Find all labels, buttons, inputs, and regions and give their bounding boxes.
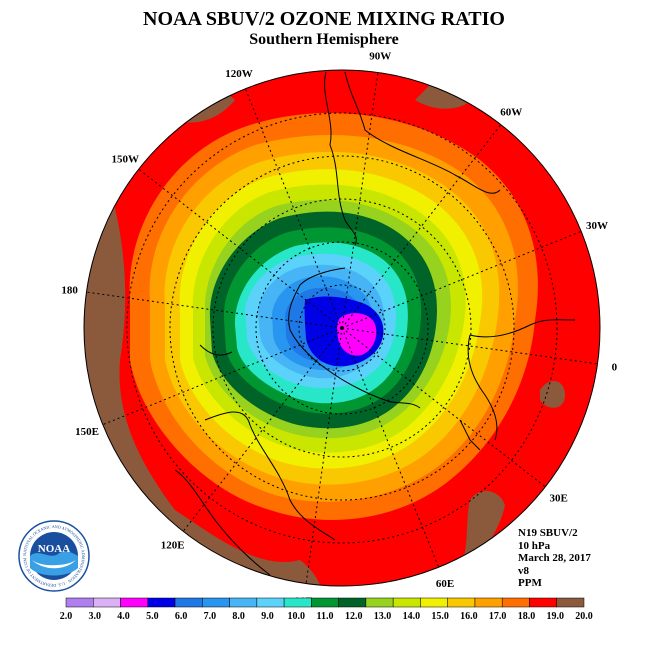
longitude-label: 90W: [369, 51, 391, 63]
colorbar-tick-label: 18.0: [518, 611, 536, 622]
ozone-band-4: [337, 313, 377, 356]
colorbar-tick-label: 17.0: [489, 611, 507, 622]
colorbar-tick-label: 4.0: [117, 611, 130, 622]
colorbar-swatch: [256, 597, 285, 608]
latitude-circles: [126, 112, 558, 544]
date-label: March 28, 2017: [518, 552, 591, 564]
colorbar-swatch: [420, 597, 448, 608]
colorbar-tick-label: 8.0: [232, 611, 245, 622]
noaa-logo: NOAA NATIONAL OCEANIC AND ATMOSPHERIC AD…: [18, 520, 90, 592]
ozone-region-20-southeast: [460, 490, 505, 570]
colorbar-tick-label: 9.0: [261, 611, 274, 622]
colorbar-swatch: [283, 597, 312, 608]
colorbar-swatch: [93, 597, 121, 608]
colorbar-swatch: [365, 597, 394, 608]
colorbar-tick-label: 20.0: [575, 611, 593, 622]
map-boundary: [83, 69, 601, 587]
longitude-label: 60W: [500, 106, 522, 118]
colorbar-tick-label: 19.0: [546, 611, 564, 622]
page-title: NOAA SBUV/2 OZONE MIXING RATIO: [143, 8, 505, 30]
units-label: PPM: [518, 577, 542, 589]
meridian-line: [102, 327, 343, 426]
coastlines: [174, 71, 576, 576]
colorbar-tick-label: 6.0: [175, 611, 188, 622]
colorbar-swatch: [474, 597, 503, 608]
version-label: v8: [518, 564, 529, 577]
longitude-label: 180: [61, 285, 78, 297]
colorbar-swatch: [392, 597, 421, 608]
meridian-line: [182, 327, 343, 532]
colorbar-swatch: [311, 597, 339, 608]
meridian-line: [341, 230, 582, 329]
colorbar-tick-label: 7.0: [204, 611, 217, 622]
colorbar-swatch: [447, 597, 476, 608]
colorbar-tick-label: 12.0: [345, 611, 363, 622]
longitude-labels: 90W60W30W030E60E90E120E150E180150W120W: [61, 51, 617, 608]
pressure-label: 10 hPa: [518, 539, 551, 552]
colorbar-tick-label: 10.0: [287, 611, 305, 622]
noaa-logo-text: NOAA: [38, 543, 70, 555]
longitude-label: 150W: [112, 154, 140, 166]
colorbar-swatch: [501, 597, 530, 608]
colorbar-tick-label: 14.0: [403, 611, 421, 622]
meridian-line: [138, 168, 343, 329]
colorbar-tick-label: 13.0: [374, 611, 392, 622]
colorbar: 2.0 3.0 4.0 5.0 6.0 7.0 8.0 9.0 10.0 11.0 12.0 13.0…: [60, 597, 593, 622]
longitude-label: 150E: [75, 426, 99, 438]
colorbar-tick-label: 16.0: [460, 611, 478, 622]
colorbar-swatch: [338, 597, 367, 608]
colorbar-tick-label: 15.0: [431, 611, 449, 622]
longitude-label: 120E: [161, 540, 185, 552]
longitude-label: 60E: [436, 578, 454, 590]
meridian-line: [341, 327, 546, 488]
page-subtitle: Southern Hemisphere: [249, 31, 399, 48]
meridian-line: [86, 291, 343, 329]
colorbar-swatch: [120, 597, 149, 608]
colorbar-swatch: [529, 597, 557, 608]
ozone-map-disc: [84, 70, 600, 586]
meridian-line: [341, 124, 502, 329]
colorbar-swatch: [174, 597, 203, 608]
meridian-line: [341, 327, 440, 568]
colorbar-tick-label: 5.0: [146, 611, 159, 622]
colorbar-swatch: [147, 597, 176, 608]
meridian-line: [244, 88, 343, 329]
longitude-label: 30E: [550, 492, 568, 504]
longitude-label: 0: [612, 361, 618, 373]
satellite-label: N19 SBUV/2: [518, 527, 578, 539]
meridian-lines: [86, 72, 598, 584]
colorbar-tick-label: 3.0: [89, 611, 102, 622]
longitude-label: 120W: [225, 68, 253, 80]
ozone-region-20-east: [540, 380, 565, 408]
colorbar-tick-label: 2.0: [60, 611, 73, 622]
colorbar-swatch: [65, 597, 94, 608]
colorbar-swatch: [202, 597, 230, 608]
colorbar-swatch: [229, 597, 258, 608]
colorbar-swatch: [556, 597, 585, 608]
colorbar-tick-label: 11.0: [317, 611, 334, 622]
info-panel: N19 SBUV/2 10 hPa March 28, 2017 v8 PPM: [518, 527, 591, 590]
longitude-label: 30W: [586, 220, 608, 232]
